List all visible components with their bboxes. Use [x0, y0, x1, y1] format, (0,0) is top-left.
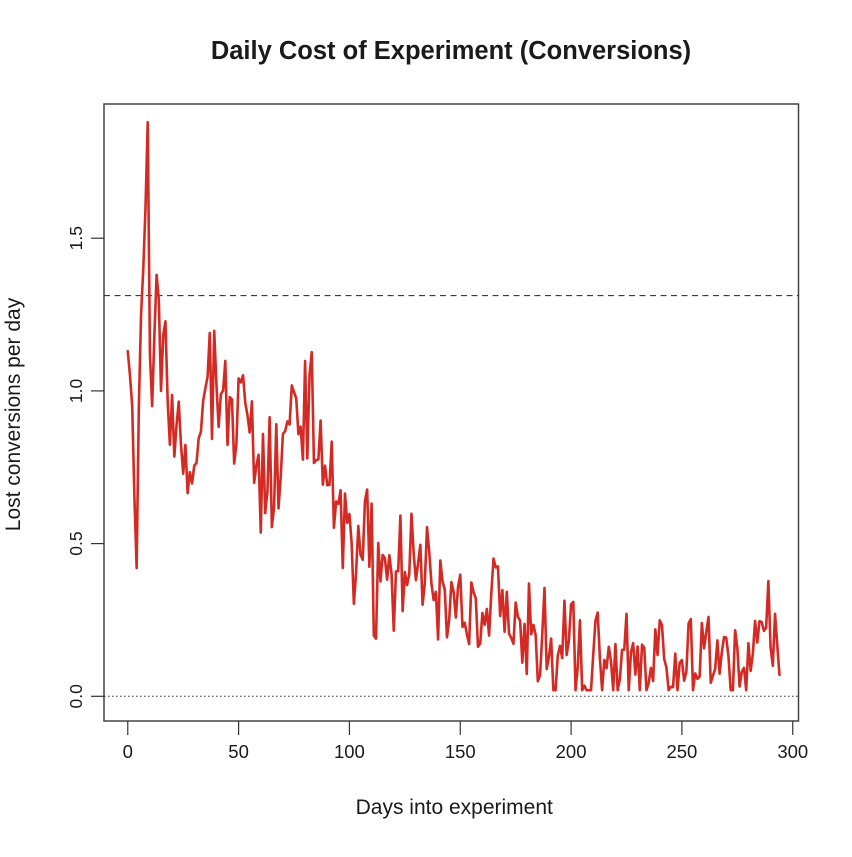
svg-text:300: 300 — [777, 741, 808, 762]
svg-text:250: 250 — [666, 741, 697, 762]
svg-text:Days into experiment: Days into experiment — [356, 796, 553, 819]
svg-text:Daily Cost of Experiment (Conv: Daily Cost of Experiment (Conversions) — [211, 37, 691, 65]
svg-text:Lost conversions per day: Lost conversions per day — [2, 297, 25, 531]
svg-text:1.0: 1.0 — [66, 378, 86, 403]
svg-text:0.5: 0.5 — [66, 531, 86, 555]
svg-text:0.0: 0.0 — [66, 684, 86, 709]
svg-text:150: 150 — [445, 741, 476, 762]
svg-text:0: 0 — [123, 741, 133, 762]
svg-text:200: 200 — [556, 741, 587, 762]
svg-text:50: 50 — [228, 741, 249, 762]
svg-text:1.5: 1.5 — [66, 226, 86, 250]
svg-text:100: 100 — [334, 741, 365, 762]
